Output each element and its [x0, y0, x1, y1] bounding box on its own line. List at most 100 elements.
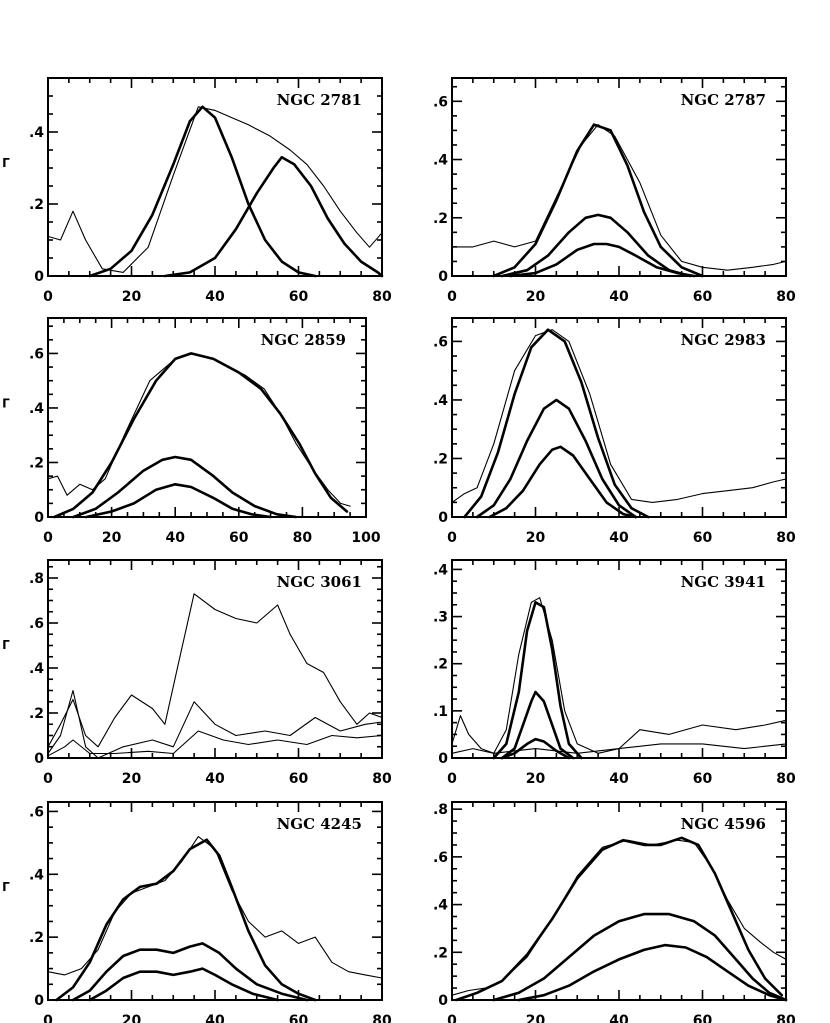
y-tick-label: .6 — [29, 616, 44, 632]
panel-title: NGC 2859 — [261, 331, 346, 349]
panel-title: NGC 4245 — [277, 815, 362, 833]
panel-4: 0 20 40 60 80 0 .2 .4 .6 NGC 2983 — [433, 317, 796, 546]
y-tick-label: 0 — [438, 269, 448, 285]
series-line-total — [492, 123, 704, 278]
series-line-component-1 — [71, 942, 309, 1002]
x-tick-label: 60 — [693, 289, 713, 305]
y-tick-label: .3 — [433, 610, 448, 626]
series-line-noisy-profile — [451, 329, 787, 503]
y-tick-label: .2 — [433, 211, 448, 227]
y-tick-label: .1 — [433, 704, 448, 720]
x-tick-label: 0 — [447, 1013, 457, 1023]
x-tick-label: 60 — [289, 289, 309, 305]
x-tick-label: 80 — [776, 771, 796, 787]
panel-8: 0 20 40 60 80 0 .2 .4 .6 .8 NGC 4596 — [433, 801, 796, 1023]
series-line-component-1 — [72, 455, 298, 519]
x-tick-label: 0 — [43, 530, 53, 546]
y-tick-label: .4 — [29, 125, 44, 141]
y-axis-label: Γ — [2, 638, 10, 652]
y-tick-label: .4 — [433, 153, 448, 169]
x-tick-label: 80 — [776, 289, 796, 305]
x-tick-label: 40 — [609, 1013, 629, 1023]
y-tick-label: 0 — [438, 751, 448, 767]
x-tick-label: 20 — [122, 289, 142, 305]
y-tick-label: .6 — [433, 94, 448, 110]
series-line-noisy-profile — [47, 836, 383, 979]
x-tick-label: 0 — [447, 289, 457, 305]
y-tick-label: .2 — [29, 455, 44, 471]
x-tick-label: 40 — [205, 771, 225, 787]
x-tick-label: 100 — [351, 530, 380, 546]
y-tick-label: .4 — [433, 393, 448, 409]
series-line-gaussian-1 — [88, 105, 317, 278]
x-tick-label: 60 — [289, 771, 309, 787]
x-tick-label: 20 — [526, 530, 546, 546]
panel-5: 0 20 40 60 80 0 .2 .4 .6 .8 Γ NGC 3061 — [2, 559, 392, 787]
panel-title: NGC 3061 — [277, 573, 362, 591]
y-tick-label: .4 — [433, 898, 448, 914]
y-tick-label: .8 — [29, 571, 44, 587]
x-tick-label: 40 — [165, 530, 185, 546]
y-tick-label: .4 — [29, 661, 44, 677]
series-line-noisy-profile — [451, 597, 787, 754]
x-tick-label: 40 — [609, 530, 629, 546]
y-tick-label: .6 — [29, 804, 44, 820]
series-line-noisy-profile — [47, 352, 351, 507]
x-tick-label: 80 — [372, 1013, 392, 1023]
series-line-component-2 — [88, 967, 279, 1002]
x-tick-label: 80 — [372, 289, 392, 305]
y-tick-label: .4 — [29, 401, 44, 417]
x-tick-label: 20 — [526, 771, 546, 787]
x-tick-label: 20 — [122, 771, 142, 787]
panel-3: 0 20 40 60 80 100 0 .2 .4 .6 Γ NGC 2859 — [2, 317, 381, 546]
y-tick-label: .4 — [433, 562, 448, 578]
series-line-component-1 — [47, 689, 383, 759]
series-line-total — [454, 836, 784, 1002]
series-line-component-2 — [488, 445, 637, 519]
x-tick-label: 60 — [693, 1013, 713, 1023]
x-tick-label: 60 — [289, 1013, 309, 1023]
series-line-component-2 — [84, 483, 272, 519]
x-tick-label: 80 — [776, 530, 796, 546]
y-axis-label: Γ — [2, 156, 10, 170]
series-line-gaussian-2 — [163, 155, 384, 278]
y-tick-label: .2 — [29, 706, 44, 722]
x-tick-label: 40 — [205, 289, 225, 305]
y-tick-label: .6 — [433, 334, 448, 350]
y-axis-label: Γ — [2, 397, 10, 411]
series-line-total — [492, 601, 583, 760]
x-tick-label: 40 — [609, 771, 629, 787]
x-tick-label: 0 — [447, 530, 457, 546]
x-tick-label: 40 — [205, 1013, 225, 1023]
y-tick-label: 0 — [34, 993, 44, 1009]
panel-2: 0 20 40 60 80 0 .2 .4 .6 NGC 2787 — [433, 77, 796, 305]
panel-title: NGC 2787 — [681, 91, 766, 109]
y-tick-label: 0 — [438, 993, 448, 1009]
series-line-noisy-profile — [47, 593, 383, 748]
x-tick-label: 40 — [609, 289, 629, 305]
series-line-component-1 — [475, 398, 637, 519]
y-tick-label: .2 — [29, 197, 44, 213]
series-line-component-2 — [47, 730, 383, 757]
panel-title: NGC 2983 — [681, 331, 766, 349]
series-line-noisy-profile — [451, 839, 787, 996]
y-tick-label: 0 — [34, 269, 44, 285]
panel-7: 0 20 40 60 80 0 .2 .4 .6 Γ NGC 4245 — [2, 801, 392, 1023]
panel-title: NGC 2781 — [277, 91, 362, 109]
x-tick-label: 20 — [122, 1013, 142, 1023]
series-line-noisy-profile — [47, 106, 383, 273]
panel-title: NGC 4596 — [681, 815, 766, 833]
x-tick-label: 80 — [293, 530, 313, 546]
y-tick-label: .2 — [433, 451, 448, 467]
series-line-component-2 — [517, 943, 788, 1002]
y-tick-label: .2 — [433, 657, 448, 673]
x-tick-label: 0 — [43, 1013, 53, 1023]
series-line-total — [55, 838, 317, 1002]
series-line-component-1 — [500, 690, 575, 760]
x-tick-label: 80 — [372, 771, 392, 787]
series-line-component-1 — [492, 912, 788, 1002]
x-tick-label: 60 — [693, 530, 713, 546]
y-tick-label: .2 — [29, 930, 44, 946]
x-tick-label: 60 — [229, 530, 249, 546]
